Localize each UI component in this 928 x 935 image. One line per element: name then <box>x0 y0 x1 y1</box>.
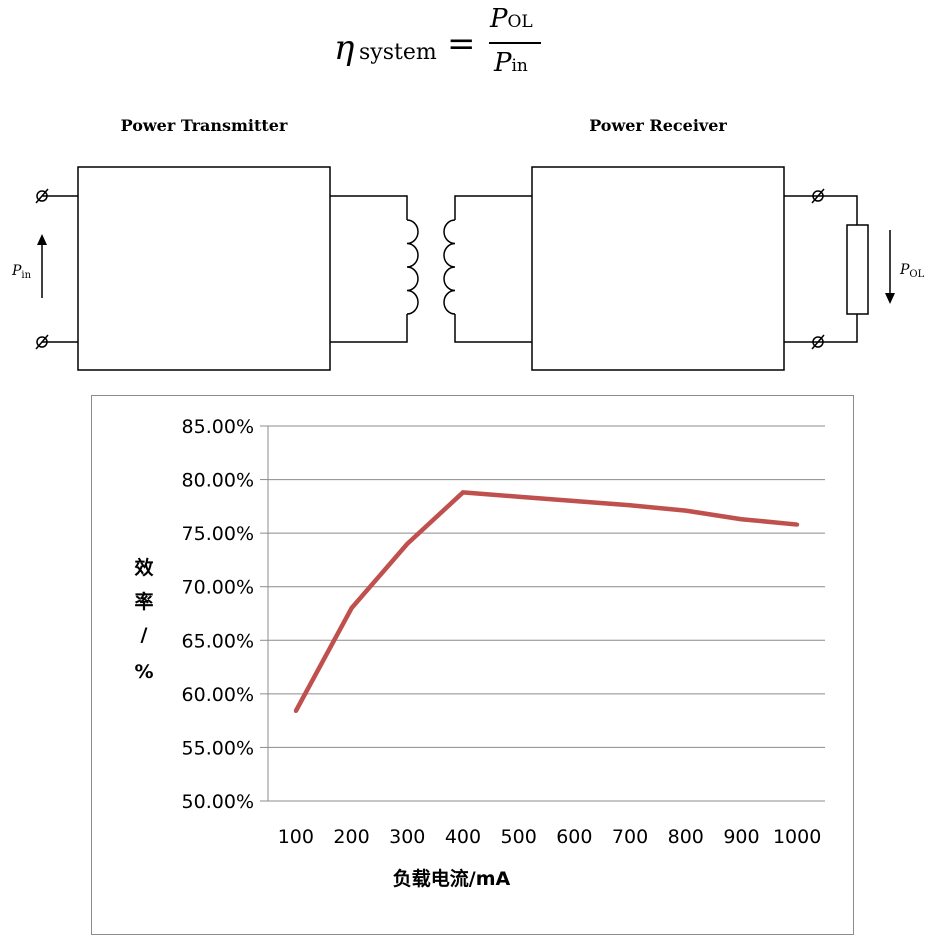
receiver-box <box>531 166 785 371</box>
x-tick-label: 800 <box>668 826 704 848</box>
y-axis-label-char: / <box>141 624 148 646</box>
numerator-symbol: P <box>490 4 508 34</box>
input-terminal-top <box>36 190 48 202</box>
data-point <box>739 517 744 522</box>
data-point <box>795 522 800 527</box>
formula-numerator: POL <box>490 4 533 34</box>
receiver-coil <box>443 219 456 315</box>
data-point <box>572 499 577 503</box>
y-tick-label: 75.00% <box>182 523 254 545</box>
x-tick-label: 400 <box>445 826 481 848</box>
denominator-symbol: P <box>494 48 512 78</box>
load-resistor <box>846 224 869 315</box>
formula-denominator: Pin <box>494 48 528 78</box>
efficiency-chart: 50.00% 55.00% 60.00% 65.00% 70.00% 75.00% 80.0… <box>91 395 854 935</box>
y-tick-label: 80.00% <box>182 470 254 492</box>
y-tick-label: 55.00% <box>182 737 254 759</box>
y-axis-label: 效率 /% <box>134 556 153 683</box>
y-tick-label: 65.00% <box>182 630 254 652</box>
data-point <box>683 508 688 513</box>
x-tick-label: 600 <box>556 826 592 848</box>
efficiency-line <box>293 490 798 713</box>
data-point <box>460 490 465 495</box>
data-point <box>349 606 354 611</box>
x-tick-label: 200 <box>333 826 369 848</box>
output-terminal-bottom <box>812 336 824 348</box>
numerator-subscript: OL <box>507 12 533 32</box>
power-transfer-diagram: Power Transmitter Power Receiver <box>11 116 925 371</box>
series-lines <box>293 490 800 713</box>
x-tick-label: 300 <box>389 826 425 848</box>
eta-subscript: system <box>359 40 437 65</box>
y-axis-label-char: 效 <box>134 556 153 579</box>
transmitter-coil <box>406 219 419 315</box>
chart-canvas: 50.00% 55.00% 60.00% 65.00% 70.00% 75.00% 80.0… <box>134 416 825 890</box>
input-terminal-bottom <box>36 336 48 348</box>
y-axis-label-char: 率 <box>134 590 153 613</box>
y-tick-labels: 50.00% 55.00% 60.00% 65.00% 70.00% 75.00% 80.0… <box>182 416 254 813</box>
y-tick-label: 60.00% <box>182 684 254 706</box>
x-tick-label: 1000 <box>773 826 821 848</box>
x-tick-label: 500 <box>501 826 537 848</box>
gridlines <box>260 425 825 802</box>
y-tick-label: 50.00% <box>182 791 254 813</box>
y-axis-label-char: % <box>134 661 153 683</box>
equals-sign: = <box>447 24 476 64</box>
x-axis-label: 负载电流/mA <box>393 867 511 890</box>
output-terminal-top <box>812 190 824 202</box>
y-tick-label: 70.00% <box>182 577 254 599</box>
receiver-label: Power Receiver <box>589 116 727 135</box>
x-tick-label: 100 <box>278 826 314 848</box>
denominator-subscript: in <box>511 56 528 76</box>
transmitter-box <box>77 166 331 371</box>
data-point <box>405 541 410 546</box>
data-point <box>516 494 521 499</box>
data-point <box>293 709 298 713</box>
transmitter-label: Power Transmitter <box>121 116 288 135</box>
y-tick-label: 85.00% <box>182 416 254 438</box>
data-point <box>628 503 633 508</box>
x-tick-label: 700 <box>612 826 648 848</box>
output-power-label: POL <box>899 262 925 280</box>
input-power-label: Pin <box>11 263 32 281</box>
efficiency-formula: η system = POL Pin <box>0 4 928 84</box>
x-tick-labels: 100 200 300 400 500 600 700 800 900 1000 <box>278 826 822 848</box>
x-tick-label: 900 <box>723 826 759 848</box>
fraction-bar <box>489 42 541 44</box>
eta-symbol: η <box>334 28 355 68</box>
